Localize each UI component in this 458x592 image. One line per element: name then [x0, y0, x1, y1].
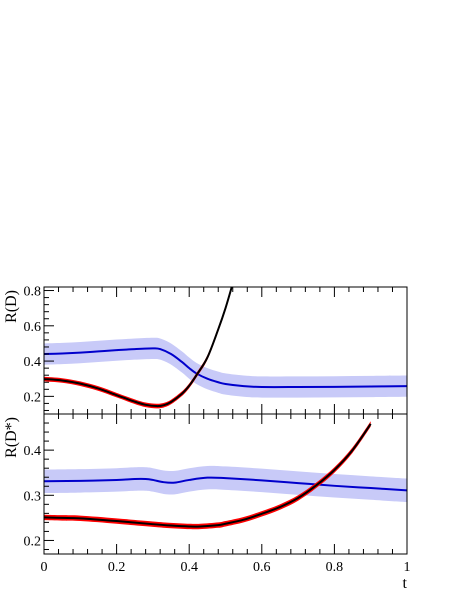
plot-area-top [44, 287, 407, 409]
y-tick-label-top: 0.2 [24, 390, 42, 405]
frame-bottom [43, 413, 408, 555]
y-tick-label-top: 0.4 [24, 355, 42, 370]
x-tick-label: 1 [404, 560, 411, 575]
y-tick-label-top: 0.6 [24, 320, 42, 335]
y-axis-title-bottom: R(D*) [3, 417, 20, 458]
y-tick-label-bottom: 0.3 [24, 489, 42, 504]
series-line-top-1 [44, 287, 233, 408]
series-line-top-0 [44, 347, 407, 389]
series-line-bottom-1 [44, 423, 372, 528]
x-axis-title: t [403, 575, 408, 592]
uncertainty-band-bottom-0 [44, 465, 407, 503]
y-tick-label-bottom: 0.4 [24, 444, 42, 459]
y-tick-label-bottom: 0.2 [24, 534, 42, 549]
x-tick-label: 0.2 [108, 560, 126, 575]
x-tick-label: 0.6 [253, 560, 271, 575]
uncertainty-band-top-0 [44, 337, 407, 398]
plot-area-bottom [44, 421, 407, 530]
y-axis-title-top: R(D) [3, 290, 20, 323]
x-tick-label: 0.8 [326, 560, 344, 575]
x-tick-label: 0 [41, 560, 48, 575]
y-tick-label-top: 0.8 [24, 285, 42, 300]
x-tick-label: 0.4 [180, 560, 198, 575]
